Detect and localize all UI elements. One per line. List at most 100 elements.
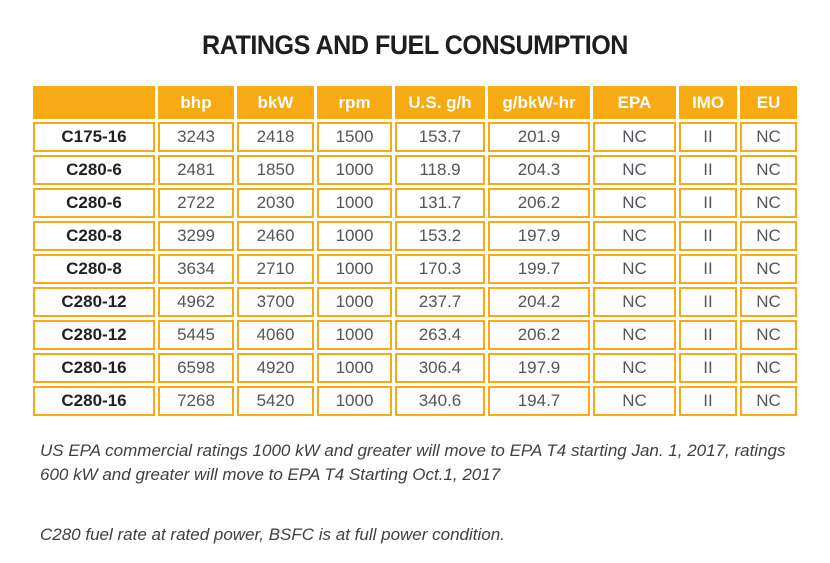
value-cell: 263.4 (395, 320, 485, 350)
value-cell: 1500 (317, 122, 392, 152)
value-cell: 206.2 (488, 320, 590, 350)
value-cell: 2030 (237, 188, 314, 218)
header-row: bhp bkW rpm U.S. g/h g/bkW-hr EPA IMO EU (33, 86, 797, 119)
table-row: C175-16 3243 2418 1500 153.7 201.9 NC II NC (33, 122, 797, 152)
model-cell: C280-8 (33, 221, 155, 251)
table-row: C280-16 6598 4920 1000 306.4 197.9 NC II NC (33, 353, 797, 383)
value-cell: 2710 (237, 254, 314, 284)
value-cell: NC (593, 155, 676, 185)
value-cell: 206.2 (488, 188, 590, 218)
value-cell: 306.4 (395, 353, 485, 383)
table-row: C280-8 3299 2460 1000 153.2 197.9 NC II NC (33, 221, 797, 251)
footnotes: US EPA commercial ratings 1000 kW and gr… (40, 439, 792, 547)
value-cell: 1000 (317, 221, 392, 251)
value-cell: 340.6 (395, 386, 485, 416)
value-cell: NC (593, 221, 676, 251)
value-cell: 1000 (317, 353, 392, 383)
model-cell: C280-16 (33, 386, 155, 416)
value-cell: 153.2 (395, 221, 485, 251)
page-title: RATINGS AND FUEL CONSUMPTION (202, 30, 628, 60)
column-header-rpm: rpm (317, 86, 392, 119)
table-row: C280-6 2722 2030 1000 131.7 206.2 NC II NC (33, 188, 797, 218)
value-cell: II (679, 155, 737, 185)
value-cell: 2481 (158, 155, 234, 185)
value-cell: 1000 (317, 320, 392, 350)
value-cell: 2722 (158, 188, 234, 218)
value-cell: NC (740, 155, 797, 185)
value-cell: NC (740, 353, 797, 383)
epa-note-line-1: US EPA commercial ratings 1000 kW and gr… (40, 441, 786, 460)
value-cell: 170.3 (395, 254, 485, 284)
column-header-g-bkw-hr: g/bkW-hr (488, 86, 590, 119)
value-cell: 3700 (237, 287, 314, 317)
value-cell: NC (740, 122, 797, 152)
value-cell: 131.7 (395, 188, 485, 218)
column-header-epa: EPA (593, 86, 676, 119)
value-cell: II (679, 353, 737, 383)
value-cell: 237.7 (395, 287, 485, 317)
value-cell: 194.7 (488, 386, 590, 416)
value-cell: NC (740, 188, 797, 218)
column-header-eu: EU (740, 86, 797, 119)
column-header-model (33, 86, 155, 119)
table-body: C175-16 3243 2418 1500 153.7 201.9 NC II NC C280-… (33, 122, 797, 416)
value-cell: 1850 (237, 155, 314, 185)
value-cell: 118.9 (395, 155, 485, 185)
value-cell: II (679, 320, 737, 350)
fuel-rate-note: C280 fuel rate at rated power, BSFC is a… (40, 525, 505, 545)
value-cell: II (679, 122, 737, 152)
value-cell: NC (740, 221, 797, 251)
value-cell: NC (740, 287, 797, 317)
model-cell: C280-6 (33, 155, 155, 185)
value-cell: NC (593, 122, 676, 152)
value-cell: 3299 (158, 221, 234, 251)
value-cell: II (679, 254, 737, 284)
value-cell: 6598 (158, 353, 234, 383)
model-cell: C280-16 (33, 353, 155, 383)
model-cell: C280-8 (33, 254, 155, 284)
column-header-bkw: bkW (237, 86, 314, 119)
column-header-bhp: bhp (158, 86, 234, 119)
value-cell: 201.9 (488, 122, 590, 152)
value-cell: 204.3 (488, 155, 590, 185)
value-cell: NC (593, 287, 676, 317)
table-row: C280-12 5445 4060 1000 263.4 206.2 NC II NC (33, 320, 797, 350)
value-cell: NC (593, 386, 676, 416)
value-cell: 197.9 (488, 221, 590, 251)
model-cell: C280-12 (33, 287, 155, 317)
value-cell: 199.7 (488, 254, 590, 284)
value-cell: 1000 (317, 254, 392, 284)
value-cell: II (679, 386, 737, 416)
value-cell: NC (740, 320, 797, 350)
model-cell: C280-6 (33, 188, 155, 218)
table-row: C280-6 2481 1850 1000 118.9 204.3 NC II NC (33, 155, 797, 185)
value-cell: NC (593, 254, 676, 284)
value-cell: 7268 (158, 386, 234, 416)
value-cell: 5445 (158, 320, 234, 350)
value-cell: 3634 (158, 254, 234, 284)
value-cell: 4060 (237, 320, 314, 350)
value-cell: 5420 (237, 386, 314, 416)
table-row: C280-8 3634 2710 1000 170.3 199.7 NC II NC (33, 254, 797, 284)
value-cell: NC (740, 254, 797, 284)
value-cell: 1000 (317, 287, 392, 317)
model-cell: C280-12 (33, 320, 155, 350)
value-cell: NC (593, 188, 676, 218)
value-cell: 2460 (237, 221, 314, 251)
model-cell: C175-16 (33, 122, 155, 152)
value-cell: II (679, 221, 737, 251)
value-cell: 2418 (237, 122, 314, 152)
epa-note-line-2: 600 kW and greater will move to EPA T4 S… (40, 465, 501, 485)
value-cell: 1000 (317, 386, 392, 416)
value-cell: 3243 (158, 122, 234, 152)
column-header-imo: IMO (679, 86, 737, 119)
value-cell: II (679, 287, 737, 317)
value-cell: NC (593, 353, 676, 383)
value-cell: 4920 (237, 353, 314, 383)
value-cell: 4962 (158, 287, 234, 317)
value-cell: NC (593, 320, 676, 350)
ratings-table: bhp bkW rpm U.S. g/h g/bkW-hr EPA IMO EU… (30, 83, 800, 419)
table-row: C280-16 7268 5420 1000 340.6 194.7 NC II NC (33, 386, 797, 416)
value-cell: 204.2 (488, 287, 590, 317)
